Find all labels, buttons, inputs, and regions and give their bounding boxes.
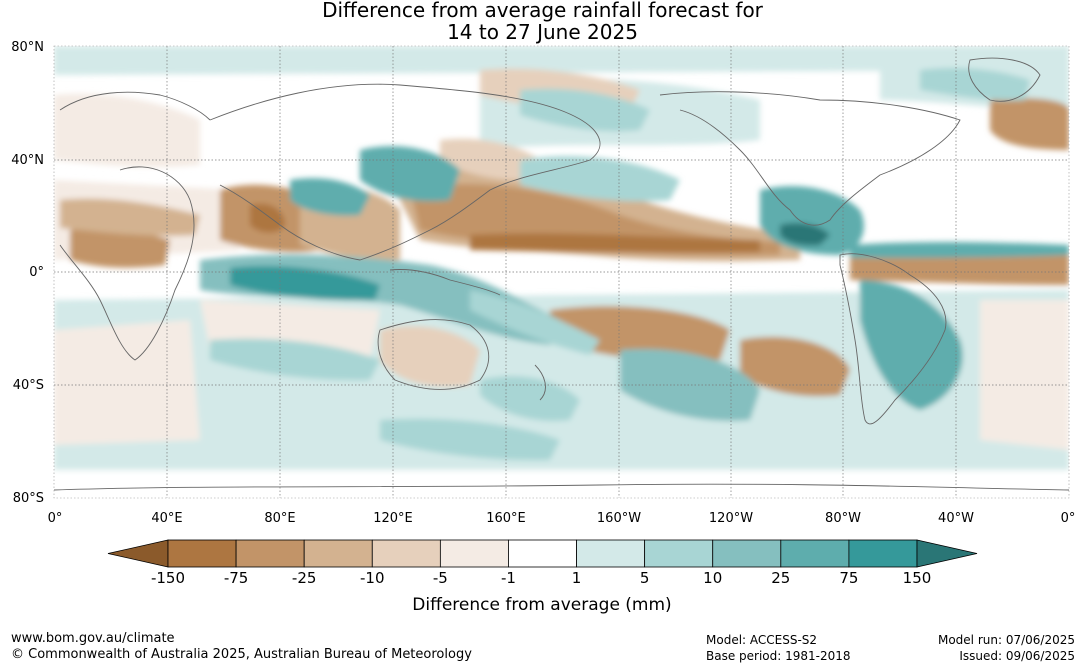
- europe-light-dry: [54, 93, 200, 168]
- lon-label: 120°W: [709, 511, 753, 526]
- footer-copyright: © Commonwealth of Australia 2025, Austra…: [11, 647, 472, 662]
- legend-tick-label: -75: [224, 569, 249, 587]
- legend-tick-label: -1: [501, 569, 516, 587]
- map-frame: [53, 45, 1070, 499]
- lon-label: 40°E: [151, 511, 182, 526]
- coast-australia: [377, 319, 490, 390]
- southern-indian-wet: [210, 338, 380, 381]
- lon-label: 80°E: [264, 511, 295, 526]
- footer-issued: Issued: 09/06/2025: [959, 649, 1075, 663]
- anomaly-shading: [54, 46, 1069, 498]
- coast-north-america: [659, 91, 961, 226]
- lat-label: 40°N: [11, 153, 44, 168]
- legend-swatch: [848, 539, 918, 568]
- map-title-line1: Difference from average rainfall forecas…: [322, 0, 763, 22]
- lon-label: 160°E: [486, 511, 526, 526]
- graticule: [54, 46, 1069, 498]
- legend-swatch: [235, 539, 305, 568]
- coastlines: [54, 57, 1069, 491]
- latitude-labels: 80°N 40°N 0° 40°S 80°S: [11, 40, 44, 506]
- siberia-wet: [520, 88, 650, 132]
- legend-tick-label: 75: [839, 569, 858, 587]
- anomaly-field: [54, 46, 1069, 498]
- legend-swatch: [303, 539, 373, 568]
- lat-label: 0°: [29, 265, 44, 280]
- footer-base-period: Base period: 1981-2018: [706, 649, 851, 663]
- longitude-labels: 0° 40°E 80°E 120°E 160°E 160°W 120°W 80°…: [48, 511, 1076, 526]
- tasman-wet: [480, 376, 580, 421]
- coast-europe: [59, 91, 211, 121]
- indian-ocean-wet-core: [230, 265, 380, 301]
- legend-swatch: [780, 539, 850, 568]
- lat-label: 80°N: [11, 40, 44, 55]
- antarctic-white: [54, 470, 1069, 498]
- south-pacific-wet: [620, 349, 760, 421]
- map-title-line2: 14 to 27 June 2025: [447, 20, 638, 44]
- se-pacific-light-dry: [980, 300, 1069, 450]
- legend-tick-label: -150: [151, 569, 185, 587]
- lon-label: 0°: [48, 511, 63, 526]
- coast-new-zealand: [534, 364, 546, 401]
- footer-model-run: Model run: 07/06/2025: [937, 633, 1075, 647]
- footer-url[interactable]: www.bom.gov.au/climate: [11, 631, 175, 646]
- legend-swatch-max: [916, 539, 978, 568]
- equatorial-pacific-dry-core: [470, 233, 760, 253]
- lon-label: 0°: [1061, 511, 1076, 526]
- lon-label: 120°E: [373, 511, 413, 526]
- legend-title: Difference from average (mm): [412, 595, 671, 615]
- lon-label: 160°W: [597, 511, 641, 526]
- legend-swatch: [644, 539, 714, 568]
- coast-antarctica: [54, 483, 1069, 491]
- legend-colorbar: [107, 539, 978, 568]
- lon-label: 80°W: [825, 511, 861, 526]
- south-pacific-convergence-wet: [470, 290, 600, 355]
- lat-label: 80°S: [13, 491, 44, 506]
- south-america-wet: [860, 280, 963, 410]
- legend-swatch: [439, 539, 509, 568]
- legend-tick-label: 25: [771, 569, 790, 587]
- legend-tick-label: 5: [640, 569, 650, 587]
- africa-dry: [70, 228, 170, 268]
- coast-indonesia: [389, 269, 501, 296]
- lon-label: 40°W: [938, 511, 974, 526]
- legend-swatch-min: [107, 539, 169, 568]
- arctic-light-wet: [54, 46, 1069, 75]
- north-atlantic-dry: [990, 98, 1069, 150]
- coast-south-america: [839, 253, 947, 425]
- south-atlantic-light-dry: [54, 320, 200, 445]
- lat-label: 40°S: [13, 378, 44, 393]
- bay-of-bengal-wet: [290, 178, 370, 216]
- indian-dry-core: [250, 203, 285, 233]
- legend-tick-label: -5: [433, 569, 448, 587]
- australia-dry: [380, 326, 480, 388]
- legend-tick-label: -25: [292, 569, 317, 587]
- west-pacific-wet: [360, 146, 460, 202]
- legend-tick-label: 10: [703, 569, 722, 587]
- legend-swatch: [576, 539, 646, 568]
- legend-tick-label: -10: [360, 569, 385, 587]
- legend-tick-label: 1: [572, 569, 582, 587]
- coast-africa: [59, 166, 195, 361]
- arctic-atlantic-wet: [920, 68, 1030, 101]
- legend-swatch: [371, 539, 441, 568]
- southeast-pacific-dry: [740, 336, 850, 397]
- legend-tick-labels: -150 -75 -25 -10 -5 -1 1 5 10 25 75 150: [151, 569, 931, 587]
- coast-asia: [209, 83, 601, 261]
- atlantic-wet-band: [850, 241, 1069, 258]
- footer-model: Model: ACCESS-S2: [706, 633, 818, 647]
- legend-tick-label: 150: [903, 569, 932, 587]
- southern-ocean-wet: [380, 418, 560, 461]
- coast-greenland: [968, 57, 1041, 102]
- central-america-wet-core: [780, 223, 830, 246]
- legend-swatch: [508, 539, 577, 568]
- legend-swatch: [167, 539, 237, 568]
- north-pacific-wet: [520, 156, 680, 202]
- east-asia-dry: [440, 138, 540, 181]
- legend-swatch: [712, 539, 782, 568]
- sahel-dry: [60, 198, 200, 236]
